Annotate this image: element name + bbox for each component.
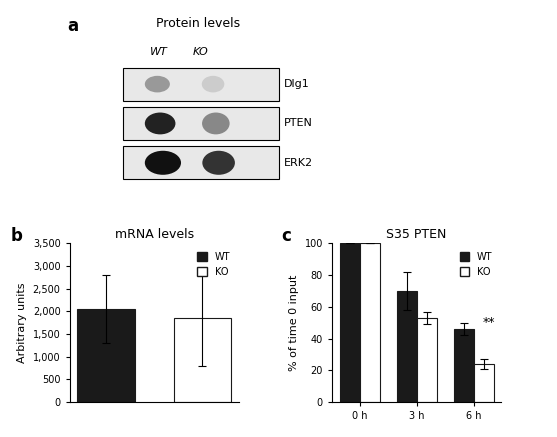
Bar	[454, 329, 473, 402]
Text: Protein levels: Protein levels	[156, 17, 240, 31]
Text: Dlg1: Dlg1	[284, 79, 310, 89]
Y-axis label: Arbitrary units: Arbitrary units	[17, 282, 27, 363]
Text: ERK2: ERK2	[284, 158, 313, 168]
Legend: WT, KO: WT, KO	[193, 248, 234, 281]
Bar	[340, 243, 360, 402]
Bar	[360, 243, 380, 402]
Bar	[397, 291, 417, 402]
Text: PTEN: PTEN	[284, 118, 313, 128]
Title: mRNA levels: mRNA levels	[115, 228, 194, 241]
Text: **: **	[482, 316, 495, 329]
Bar	[173, 318, 231, 402]
Bar	[473, 364, 494, 402]
Title: S35 PTEN: S35 PTEN	[387, 228, 447, 241]
Bar	[77, 309, 135, 402]
Legend: WT, KO: WT, KO	[456, 248, 496, 281]
Text: a: a	[67, 17, 78, 35]
Text: WT: WT	[150, 48, 168, 57]
Text: b: b	[11, 227, 22, 246]
Text: c: c	[281, 227, 291, 246]
Bar	[417, 318, 437, 402]
Y-axis label: % of time 0 input: % of time 0 input	[289, 274, 299, 371]
Text: KO: KO	[193, 48, 208, 57]
